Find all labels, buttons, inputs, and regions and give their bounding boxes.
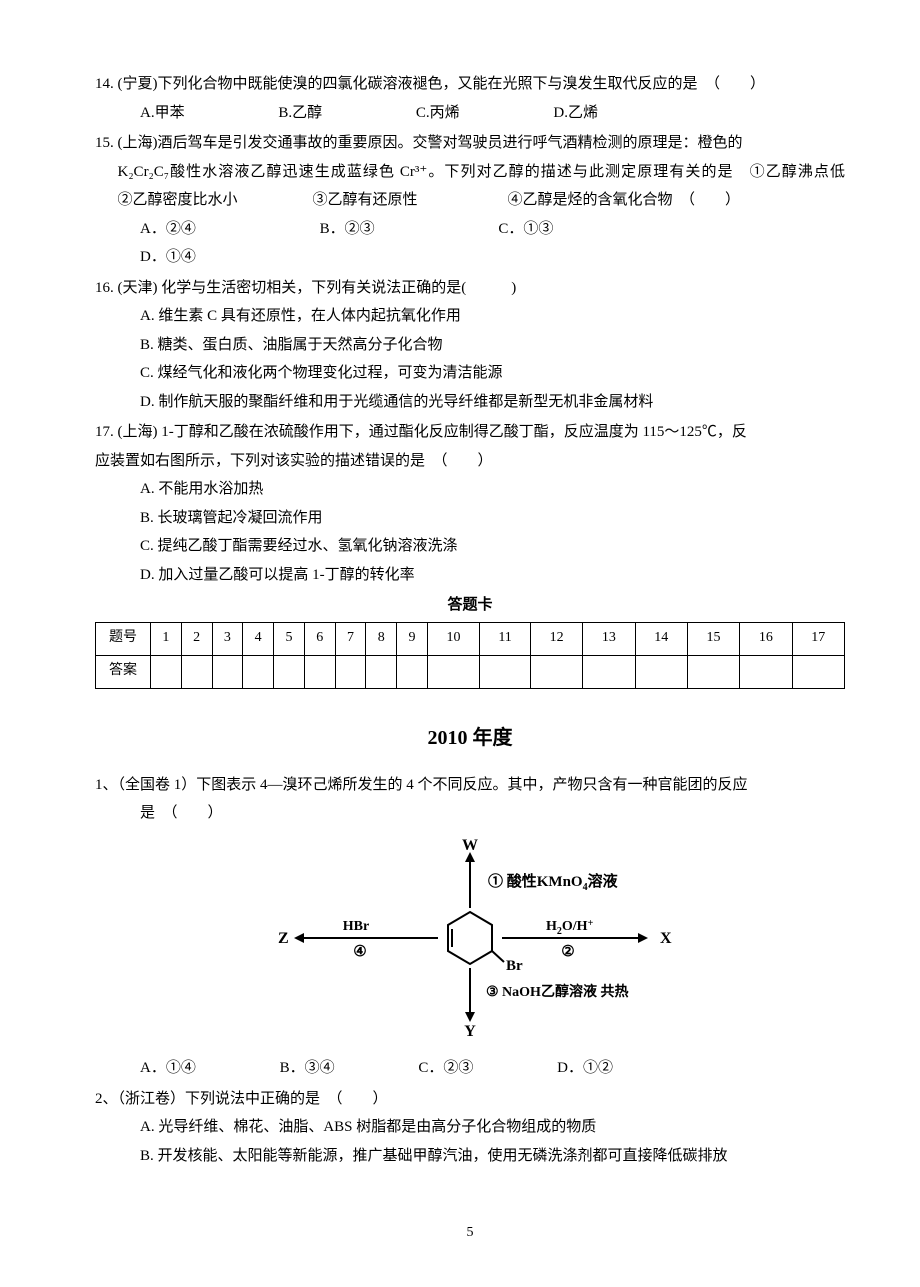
q17-opt-c: C. 提纯乙酸丁酯需要经过水、氢氧化钠溶液洗涤 [95,532,845,561]
col-11: 11 [480,622,531,655]
q14-opt-d: D.乙烯 [553,99,598,128]
row-label-num: 题号 [96,622,151,655]
q15-stem-b: K₂Cr₂C₇酸性水溶液乙醇迅速生成蓝绿色 Cr³⁺。下列对乙醇的描述与此测定原… [95,158,845,215]
q1-opt-b: B．③④ [280,1054,335,1083]
q15-options: A．②④ B．②③ C．①③ D．①④ [95,215,845,272]
ans-10[interactable] [427,655,479,688]
col-4: 4 [243,622,274,655]
answer-card-table: 题号 1 2 3 4 5 6 7 8 9 10 11 12 13 14 15 1… [95,622,845,689]
col-10: 10 [427,622,479,655]
br-label: Br [506,958,523,974]
arrow-bottom-label: ③ NaOH乙醇溶液 共热 [486,983,628,1000]
q2-opt-b: B. 开发核能、太阳能等新能源，推广基础甲醇汽油，使用无磷洗涤剂都可直接降低碳排… [95,1142,845,1171]
ans-5[interactable] [274,655,305,688]
ans-8[interactable] [366,655,397,688]
q16-stem: 16. (天津) 化学与生活密切相关，下列有关说法正确的是( ) [95,274,845,303]
table-row-header: 题号 1 2 3 4 5 6 7 8 9 10 11 12 13 14 15 1… [96,622,845,655]
arrow-left-top: HBr [343,919,369,934]
year-title: 2010 年度 [95,719,845,757]
q17-stem-a: 17. (上海) 1-丁醇和乙酸在浓硫酸作用下，通过酯化反应制得乙酸丁酯，反应温… [95,418,845,447]
q17-opt-a: A. 不能用水浴加热 [95,475,845,504]
col-5: 5 [274,622,305,655]
ans-17[interactable] [792,655,845,688]
q16-opt-b: B. 糖类、蛋白质、油脂属于天然高分子化合物 [95,331,845,360]
question-15: 15. (上海)酒后驾车是引发交通事故的重要原因。交警对驾驶员进行呼气酒精检测的… [95,129,845,272]
arrow-right-top: H2O/H+ [546,918,594,937]
q2-opt-a: A. 光导纤维、棉花、油脂、ABS 树脂都是由高分子化合物组成的物质 [95,1113,845,1142]
q14-options: A.甲苯 B.乙醇 C.丙烯 D.乙烯 [95,99,845,128]
question-16: 16. (天津) 化学与生活密切相关，下列有关说法正确的是( ) A. 维生素 … [95,274,845,417]
label-z: Z [278,930,289,947]
question-14: 14. (宁夏)下列化合物中既能使溴的四氯化碳溶液褪色，又能在光照下与溴发生取代… [95,70,845,127]
arrow-left-bottom: ④ [353,944,366,960]
q1-diagram: Br W ① 酸性KMnO4溶液 X H2O/H+ ② Y ③ NaOH乙醇溶液… [95,838,845,1049]
col-15: 15 [687,622,739,655]
q1-opt-d: D．①② [557,1054,613,1083]
q14-opt-b: B.乙醇 [278,99,322,128]
q14-opt-c: C.丙烯 [416,99,460,128]
arrow-right-bottom: ② [561,944,574,960]
label-w: W [462,838,478,854]
q15-stem-a: 15. (上海)酒后驾车是引发交通事故的重要原因。交警对驾驶员进行呼气酒精检测的… [95,129,845,158]
col-12: 12 [530,622,582,655]
col-2: 2 [181,622,212,655]
question-17: 17. (上海) 1-丁醇和乙酸在浓硫酸作用下，通过酯化反应制得乙酸丁酯，反应温… [95,418,845,589]
col-1: 1 [151,622,182,655]
ans-13[interactable] [583,655,635,688]
col-13: 13 [583,622,635,655]
ans-14[interactable] [635,655,687,688]
ans-6[interactable] [304,655,335,688]
ans-12[interactable] [530,655,582,688]
table-row-answers: 答案 [96,655,845,688]
arrow-top-label: ① 酸性KMnO4溶液 [488,872,619,893]
q16-opt-d: D. 制作航天服的聚酯纤维和用于光缆通信的光导纤维都是新型无机非金属材料 [95,388,845,417]
q2-stem: 2、（浙江卷）下列说法中正确的是 （ ） [95,1085,845,1114]
label-x: X [660,930,672,947]
q14-opt-a: A.甲苯 [140,99,185,128]
q1-options: A．①④ B．③④ C．②③ D．①② [95,1054,845,1083]
question-1: 1、（全国卷 1）下图表示 4—溴环己烯所发生的 4 个不同反应。其中，产物只含… [95,771,845,1083]
reaction-diagram-svg: Br W ① 酸性KMnO4溶液 X H2O/H+ ② Y ③ NaOH乙醇溶液… [250,838,690,1038]
q17-opt-b: B. 长玻璃管起冷凝回流作用 [95,504,845,533]
q17-opt-d: D. 加入过量乙酸可以提高 1-丁醇的转化率 [95,561,845,590]
ans-4[interactable] [243,655,274,688]
col-8: 8 [366,622,397,655]
ans-3[interactable] [212,655,243,688]
col-9: 9 [397,622,428,655]
col-3: 3 [212,622,243,655]
answer-card-title: 答题卡 [95,591,845,620]
q15-opt-a: A．②④ [140,215,196,244]
col-6: 6 [304,622,335,655]
q15-opt-b: B．②③ [320,215,375,244]
page-number: 5 [95,1220,845,1247]
label-y: Y [464,1023,476,1038]
ans-16[interactable] [740,655,792,688]
col-7: 7 [335,622,366,655]
ans-1[interactable] [151,655,182,688]
q17-stem-b: 应装置如右图所示，下列对该实验的描述错误的是 （ ） [95,447,845,476]
ans-7[interactable] [335,655,366,688]
q1-opt-c: C．②③ [418,1054,473,1083]
ans-9[interactable] [397,655,428,688]
question-2: 2、（浙江卷）下列说法中正确的是 （ ） A. 光导纤维、棉花、油脂、ABS 树… [95,1085,845,1171]
ans-2[interactable] [181,655,212,688]
q16-opt-c: C. 煤经气化和液化两个物理变化过程，可变为清洁能源 [95,359,845,388]
row-label-ans: 答案 [96,655,151,688]
q15-opt-d: D．①④ [140,243,196,272]
q1-stem-a: 1、（全国卷 1）下图表示 4—溴环己烯所发生的 4 个不同反应。其中，产物只含… [95,771,845,800]
col-16: 16 [740,622,792,655]
q16-opt-a: A. 维生素 C 具有还原性，在人体内起抗氧化作用 [95,302,845,331]
q15-opt-c: C．①③ [498,215,553,244]
q1-stem-b: 是 （ ） [95,799,845,828]
ans-11[interactable] [480,655,531,688]
col-14: 14 [635,622,687,655]
q14-stem: 14. (宁夏)下列化合物中既能使溴的四氯化碳溶液褪色，又能在光照下与溴发生取代… [95,70,845,99]
col-17: 17 [792,622,845,655]
q1-opt-a: A．①④ [140,1054,196,1083]
ans-15[interactable] [687,655,739,688]
